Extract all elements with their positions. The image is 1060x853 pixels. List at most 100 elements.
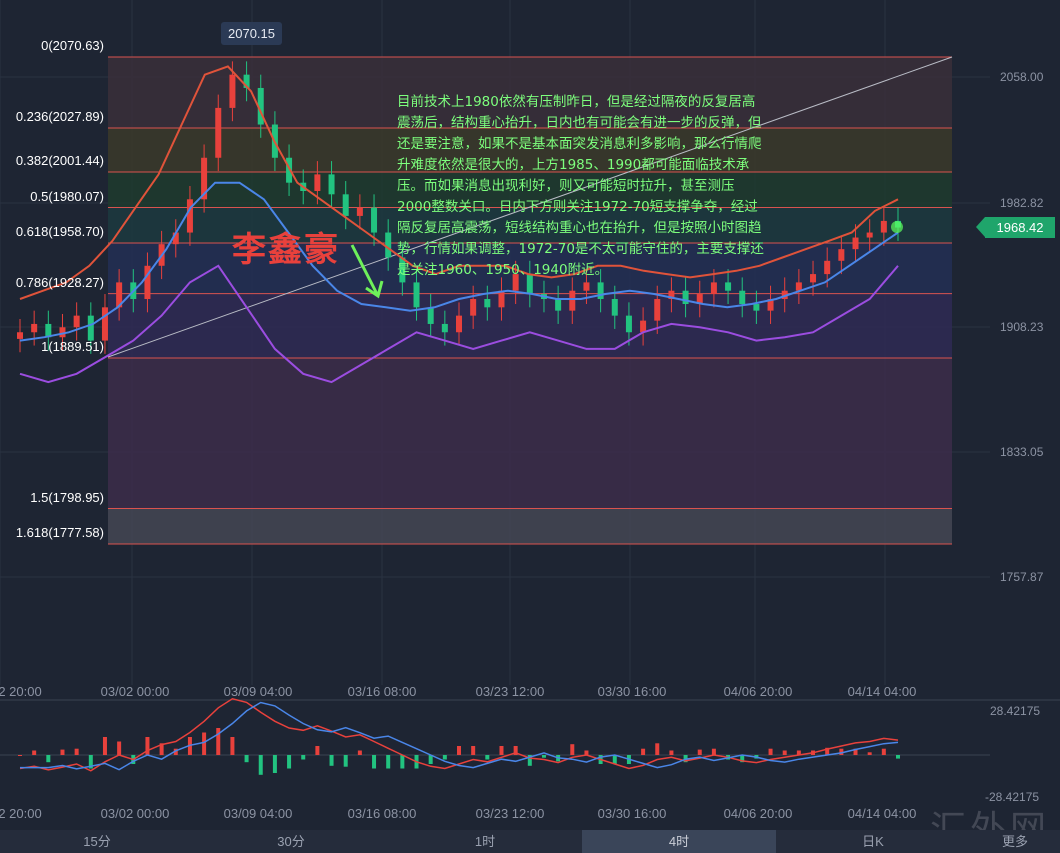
macd-bar-57: [825, 747, 830, 755]
macd-bar-23: [343, 755, 348, 767]
macd-bar-14: [216, 728, 221, 755]
macd-time-tick-5: 03/30 16:00: [597, 806, 667, 821]
fib-zone-1: [108, 128, 952, 172]
macd-time-tick-3: 03/16 08:00: [347, 806, 417, 821]
time-tick-4: 03/23 12:00: [475, 684, 545, 699]
macd-upper-label: 28.42175: [990, 704, 1041, 718]
macd-bar-31: [457, 746, 461, 755]
candle-body-35: [512, 274, 519, 291]
macd-bar-42: [612, 755, 617, 764]
candle-body-26: [385, 232, 392, 258]
fib-zone-6: [108, 358, 952, 509]
candle-body-52: [753, 304, 760, 311]
macd-bar-35: [513, 746, 518, 755]
candle-body-30: [441, 323, 448, 333]
candle-body-6: [101, 307, 108, 341]
macd-bar-24: [357, 750, 362, 755]
fib-label-4: 0.618(1958.70): [15, 224, 104, 239]
tab-15m[interactable]: 15分: [83, 834, 111, 849]
macd-bar-11: [173, 748, 178, 755]
candle-body-46: [668, 290, 675, 300]
price-tick-4: 1757.87: [1000, 570, 1044, 584]
macd-dea-line: [20, 701, 899, 771]
candle-body-24: [356, 207, 363, 216]
fib-zone-7: [108, 508, 952, 545]
current-price-marker: [891, 221, 903, 233]
macd-bar-51: [740, 755, 745, 763]
candle-body-2: [45, 323, 52, 338]
macd-bar-58: [839, 748, 844, 755]
macd-dif-line: [19, 697, 899, 772]
fib-label-5: 0.786(1928.27): [15, 274, 104, 290]
candle-body-31: [456, 315, 462, 333]
candle-body-45: [654, 299, 661, 321]
candle-body-53: [767, 299, 774, 311]
fib-label-1: 0.236(2027.89): [15, 109, 104, 125]
macd-time-tick-1: 03/02 00:00: [100, 806, 170, 821]
tab-more[interactable]: 更多: [1001, 834, 1028, 849]
macd-bar-19: [287, 755, 292, 769]
candle-body-9: [144, 265, 151, 300]
timeframe-tabs: 15分 30分 1时 4时 日K 更多: [0, 830, 1060, 853]
candle-body-40: [583, 282, 590, 291]
macd-bar-16: [244, 755, 249, 763]
candle-body-56: [810, 274, 817, 283]
candle-body-16: [243, 74, 250, 88]
macd-bar-45: [655, 743, 660, 755]
analysis-annotation: 目前技术上1980依然有压制昨日，但是经过隔夜的反复居高震荡后，结构重心抬升，日…: [397, 94, 764, 278]
candle-body-19: [286, 157, 293, 183]
candle-body-13: [201, 157, 208, 200]
candle-body-34: [498, 290, 505, 308]
candle-body-59: [852, 237, 859, 250]
macd-bar-10: [159, 743, 164, 755]
fib-label-0: 0(2070.63): [41, 38, 104, 53]
tab-30m[interactable]: 30分: [277, 834, 305, 849]
macd-bar-37: [541, 755, 546, 758]
candle-body-43: [625, 315, 632, 333]
macd-bar-61: [881, 748, 886, 755]
tab-1h[interactable]: 1时: [474, 834, 496, 849]
price-tick-0: 2058.00: [1000, 70, 1044, 84]
macd-bar-54: [782, 750, 787, 755]
candle-body-50: [725, 282, 732, 291]
fib-label-2: 0.382(2001.44): [15, 152, 104, 168]
fib-label-7: 1.5(1798.95): [30, 489, 104, 505]
macd-bar-25: [372, 755, 377, 769]
time-tick-7: 04/14 04:00: [847, 684, 917, 699]
macd-bar-55: [796, 750, 801, 755]
candle-body-23: [342, 194, 349, 216]
candle-body-29: [427, 307, 434, 324]
tab-daily[interactable]: 日K: [862, 834, 884, 849]
macd-bar-1: [32, 750, 37, 755]
time-tick-3: 03/16 08:00: [347, 684, 417, 699]
macd-bar-9: [145, 737, 150, 755]
trend-line: [107, 56, 953, 358]
candle-body-44: [640, 320, 647, 333]
macd-bar-39: [570, 744, 575, 755]
candle-body-47: [682, 290, 689, 305]
candle-body-0: [17, 332, 23, 339]
macd-bar-40: [584, 750, 589, 755]
macd-bar-34: [499, 746, 504, 755]
mid-band-line: [19, 181, 899, 342]
candle-body-17: [257, 87, 264, 125]
candle-body-3: [59, 327, 66, 338]
fib-label-8: 1.618(1777.58): [15, 525, 104, 540]
tab-4h[interactable]: 4时: [582, 830, 776, 853]
macd-bar-30: [442, 755, 447, 760]
candle-body-4: [73, 315, 80, 328]
fib-label-3: 0.5(1980.07): [30, 188, 104, 204]
candle-body-49: [710, 282, 717, 295]
candle-body-36: [526, 274, 533, 295]
current-price-tag: 1968.42: [976, 217, 1055, 238]
candle-body-42: [611, 299, 618, 316]
time-tick-2: 03/09 04:00: [223, 684, 293, 699]
fib-zone-3: [108, 207, 952, 244]
macd-bar-27: [400, 755, 405, 769]
macd-bar-17: [258, 755, 263, 775]
candle-body-7: [116, 282, 123, 308]
candle-body-60: [866, 232, 873, 238]
time-tick-0: 2 20:00: [0, 684, 42, 699]
candle-body-58: [838, 249, 845, 261]
